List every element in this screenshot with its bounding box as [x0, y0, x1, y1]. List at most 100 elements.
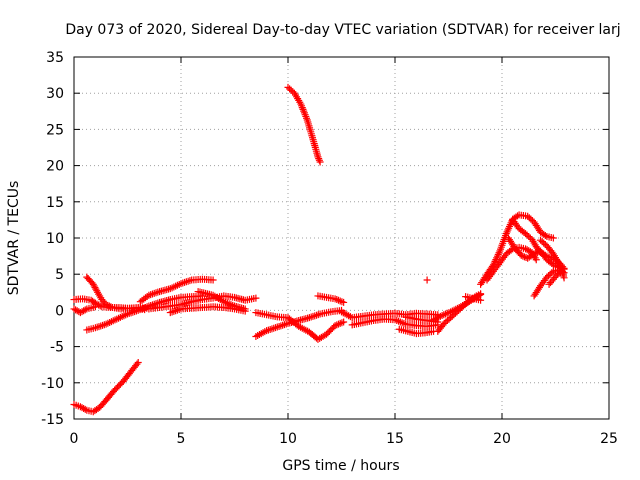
data-point [186, 277, 194, 285]
series-arc-13 [314, 292, 348, 306]
data-point [89, 280, 97, 288]
data-point [91, 303, 99, 311]
series-arc-27 [537, 236, 568, 282]
y-tick-label: -10 [41, 376, 64, 392]
series-arc-21 [462, 293, 485, 304]
data-point [154, 288, 162, 296]
data-point [549, 234, 557, 242]
data-point [442, 310, 450, 318]
data-point [315, 156, 323, 164]
data-point [493, 252, 501, 260]
data-point [97, 322, 105, 330]
data-point [105, 302, 113, 310]
data-point [172, 307, 180, 315]
series-arc-3 [70, 303, 99, 317]
data-point [93, 323, 101, 331]
data-point [423, 276, 431, 284]
data-point [477, 296, 485, 304]
data-point [443, 309, 451, 317]
x-tick-label: 15 [386, 431, 404, 447]
data-point [96, 302, 104, 310]
data-point [340, 318, 348, 326]
data-point [519, 252, 527, 260]
data-point [275, 322, 283, 330]
series-arc-17 [402, 313, 442, 326]
data-point [268, 325, 276, 333]
series-arc-1 [70, 359, 142, 416]
data-point [336, 297, 344, 305]
data-point [316, 158, 324, 166]
data-point [241, 305, 249, 313]
data-point [530, 250, 538, 258]
data-point [335, 296, 343, 304]
chart-title: Day 073 of 2020, Sidereal Day-to-day VTE… [65, 22, 620, 38]
y-axis-label: SDTVAR / TECUs [6, 181, 22, 296]
data-point [166, 309, 174, 317]
data-point [270, 324, 278, 332]
data-point [495, 249, 503, 257]
data-point [475, 291, 483, 299]
y-tick-label: 25 [46, 122, 64, 138]
data-point [168, 308, 176, 316]
data-point [314, 311, 322, 319]
series-arc-10 [284, 83, 324, 166]
data-point [92, 285, 100, 293]
data-point [150, 289, 158, 297]
data-point [438, 311, 446, 319]
y-tick-label: -15 [41, 412, 64, 428]
y-tick-label: 20 [46, 159, 64, 175]
data-point [440, 311, 448, 319]
series-arc-12 [252, 309, 348, 343]
data-point [129, 308, 137, 316]
series-arc-28 [545, 267, 566, 288]
data-point [338, 298, 346, 306]
data-point [336, 319, 344, 327]
data-point [272, 324, 280, 332]
data-point [107, 303, 115, 311]
x-tick-label: 10 [279, 431, 297, 447]
axis-ticks: 0 5 10 15 20 25 -15 -10 -5 0 5 10 15 20 25 30 35 [41, 50, 618, 447]
y-tick-label: 0 [55, 303, 64, 319]
series-arc-6 [136, 275, 217, 306]
y-tick-label: 5 [55, 267, 64, 283]
data-point [152, 289, 160, 297]
data-point [517, 251, 525, 259]
data-point [104, 301, 112, 309]
x-axis-label: GPS time / hours [282, 458, 399, 474]
data-point [494, 250, 502, 258]
data-point [314, 153, 322, 161]
data-point [305, 314, 313, 322]
data-point [279, 321, 287, 329]
data-point [91, 284, 99, 292]
data-point [514, 212, 522, 220]
data-point [541, 231, 549, 239]
series-arc-26 [530, 266, 568, 300]
series-arc-22 [477, 211, 557, 288]
data-point [307, 313, 315, 321]
data-point [313, 311, 321, 319]
data-point [548, 269, 556, 277]
data-point [338, 319, 346, 327]
y-tick-label: -5 [50, 340, 64, 356]
data-point [252, 294, 260, 302]
data-point [81, 405, 89, 413]
data-point [331, 295, 339, 303]
data-point [311, 312, 319, 320]
data-points [70, 83, 568, 416]
data-point [560, 274, 568, 282]
data-point [90, 282, 98, 290]
data-point [184, 277, 192, 285]
data-point [315, 155, 323, 163]
data-point [209, 276, 217, 284]
series-arc-7 [145, 292, 260, 313]
x-tick-label: 20 [493, 431, 511, 447]
series-arc-16 [395, 325, 438, 338]
y-tick-label: 30 [46, 86, 64, 102]
y-tick-label: 35 [46, 50, 64, 66]
data-point [548, 260, 556, 268]
y-tick-label: 10 [46, 231, 64, 247]
data-point [280, 321, 288, 329]
data-point [73, 307, 81, 315]
data-point [273, 323, 281, 331]
